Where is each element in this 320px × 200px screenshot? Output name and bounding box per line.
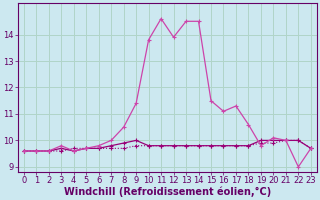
X-axis label: Windchill (Refroidissement éolien,°C): Windchill (Refroidissement éolien,°C) [64, 187, 271, 197]
